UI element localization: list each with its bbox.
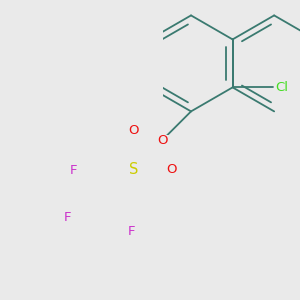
Text: Cl: Cl xyxy=(276,81,289,94)
Text: O: O xyxy=(157,134,167,147)
Text: F: F xyxy=(70,164,77,177)
Text: O: O xyxy=(167,163,177,176)
Text: S: S xyxy=(129,162,138,177)
Text: O: O xyxy=(128,124,139,137)
Text: F: F xyxy=(128,225,135,238)
Text: F: F xyxy=(64,211,71,224)
